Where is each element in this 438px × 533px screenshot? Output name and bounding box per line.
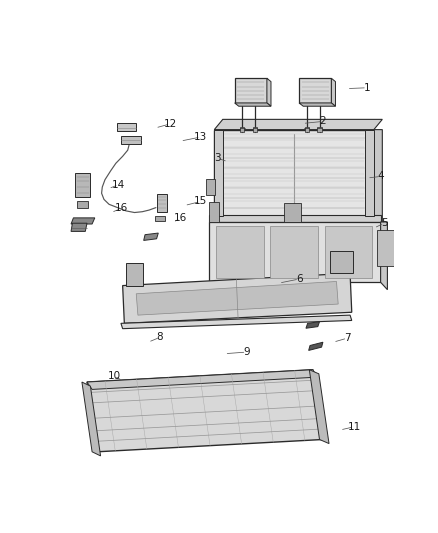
Polygon shape [155, 216, 165, 221]
Polygon shape [365, 130, 374, 216]
Text: 1: 1 [364, 83, 371, 93]
Polygon shape [214, 130, 223, 216]
Polygon shape [318, 127, 321, 132]
Polygon shape [240, 127, 244, 132]
Polygon shape [209, 215, 381, 222]
Polygon shape [374, 130, 382, 226]
Polygon shape [82, 382, 101, 456]
Text: 16: 16 [115, 204, 128, 213]
Text: 2: 2 [320, 116, 326, 126]
Polygon shape [71, 218, 95, 224]
Text: 12: 12 [163, 119, 177, 129]
Polygon shape [332, 78, 336, 106]
Polygon shape [209, 222, 381, 282]
Text: 16: 16 [174, 213, 187, 223]
Text: 13: 13 [194, 132, 207, 142]
Polygon shape [325, 226, 372, 278]
Polygon shape [235, 103, 271, 106]
Text: 5: 5 [381, 218, 387, 228]
Polygon shape [267, 78, 271, 106]
Text: 11: 11 [347, 422, 361, 432]
Polygon shape [299, 78, 332, 103]
Text: 15: 15 [194, 197, 207, 206]
Polygon shape [77, 201, 88, 207]
Polygon shape [75, 173, 90, 197]
Polygon shape [299, 103, 336, 106]
Polygon shape [121, 315, 352, 329]
Polygon shape [71, 223, 87, 231]
Polygon shape [309, 342, 323, 350]
Polygon shape [270, 226, 318, 278]
Polygon shape [214, 119, 382, 130]
Polygon shape [136, 281, 338, 315]
Polygon shape [306, 322, 320, 328]
Polygon shape [214, 130, 374, 216]
Polygon shape [156, 195, 167, 212]
Polygon shape [253, 127, 257, 132]
Polygon shape [126, 263, 143, 286]
Polygon shape [144, 233, 158, 240]
Polygon shape [123, 273, 352, 324]
Text: 6: 6 [296, 274, 303, 284]
Polygon shape [309, 370, 329, 443]
Text: 3: 3 [214, 154, 221, 163]
Text: 14: 14 [112, 180, 125, 190]
Polygon shape [87, 370, 323, 452]
Polygon shape [235, 78, 267, 103]
Polygon shape [330, 251, 353, 273]
Polygon shape [209, 202, 219, 222]
Polygon shape [377, 230, 394, 266]
Polygon shape [121, 136, 141, 143]
Text: 4: 4 [377, 172, 384, 181]
Polygon shape [87, 370, 318, 390]
Text: 7: 7 [344, 333, 351, 343]
Text: 8: 8 [157, 332, 163, 342]
Polygon shape [284, 204, 301, 222]
Polygon shape [381, 222, 387, 290]
Polygon shape [304, 127, 309, 132]
Polygon shape [206, 179, 215, 195]
Polygon shape [117, 124, 136, 131]
Polygon shape [216, 226, 264, 278]
Text: 10: 10 [108, 371, 121, 381]
Text: 9: 9 [243, 347, 250, 357]
